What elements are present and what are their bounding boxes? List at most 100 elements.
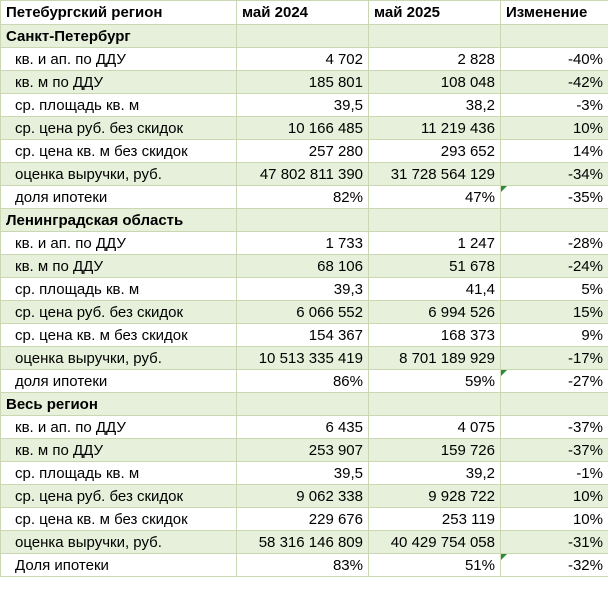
row-label: доля ипотеки xyxy=(0,185,237,209)
value-change: 14% xyxy=(500,139,608,163)
value-may-2025: 38,2 xyxy=(368,93,501,117)
table-row: кв. и ап. по ДДУ 4 702 2 828 -40% xyxy=(0,47,608,71)
value-may-2024: 257 280 xyxy=(236,139,369,163)
row-label: доля ипотеки xyxy=(0,369,237,393)
table-row: кв. и ап. по ДДУ 1 733 1 247 -28% xyxy=(0,231,608,255)
table-row: кв. и ап. по ДДУ 6 435 4 075 -37% xyxy=(0,415,608,439)
value-change: -28% xyxy=(500,231,608,255)
section-empty-cell xyxy=(500,392,608,416)
value-may-2024: 4 702 xyxy=(236,47,369,71)
section-header-row: Санкт-Петербург xyxy=(0,24,608,48)
table-row: ср. цена руб. без скидок 9 062 338 9 928 7… xyxy=(0,484,608,508)
value-may-2024: 9 062 338 xyxy=(236,484,369,508)
table-row: Доля ипотеки 83% 51% -32% xyxy=(0,553,608,577)
row-label: оценка выручки, руб. xyxy=(0,530,237,554)
section-title: Санкт-Петербург xyxy=(0,24,237,48)
value-change: 5% xyxy=(500,277,608,301)
value-may-2025: 40 429 754 058 xyxy=(368,530,501,554)
value-change: -34% xyxy=(500,162,608,186)
value-change: -42% xyxy=(500,70,608,94)
table-row: ср. площадь кв. м 39,3 41,4 5% xyxy=(0,277,608,301)
value-may-2025: 2 828 xyxy=(368,47,501,71)
value-may-2024: 6 435 xyxy=(236,415,369,439)
value-may-2025: 11 219 436 xyxy=(368,116,501,140)
row-label: кв. м по ДДУ xyxy=(0,70,237,94)
row-label: ср. цена кв. м без скидок xyxy=(0,139,237,163)
value-change: -24% xyxy=(500,254,608,278)
value-may-2025: 159 726 xyxy=(368,438,501,462)
row-label: кв. м по ДДУ xyxy=(0,254,237,278)
value-may-2025: 47% xyxy=(368,185,501,209)
table-row: кв. м по ДДУ 253 907 159 726 -37% xyxy=(0,438,608,462)
value-change: -31% xyxy=(500,530,608,554)
value-change: -40% xyxy=(500,47,608,71)
row-label: ср. площадь кв. м xyxy=(0,93,237,117)
value-may-2025: 51 678 xyxy=(368,254,501,278)
header-may-2025: май 2025 xyxy=(368,0,501,25)
row-label: кв. м по ДДУ xyxy=(0,438,237,462)
table-row: оценка выручки, руб. 10 513 335 419 8 701 … xyxy=(0,346,608,370)
value-change: -32% xyxy=(500,553,608,577)
value-change: -37% xyxy=(500,438,608,462)
value-may-2025: 293 652 xyxy=(368,139,501,163)
table-row: кв. м по ДДУ 68 106 51 678 -24% xyxy=(0,254,608,278)
section-empty-cell xyxy=(368,208,501,232)
data-table: Петебургский регион май 2024 май 2025 Из… xyxy=(0,0,608,577)
row-label: ср. цена руб. без скидок xyxy=(0,484,237,508)
value-change: -37% xyxy=(500,415,608,439)
value-change: 10% xyxy=(500,484,608,508)
row-label: ср. цена руб. без скидок xyxy=(0,116,237,140)
value-may-2025: 108 048 xyxy=(368,70,501,94)
value-may-2024: 58 316 146 809 xyxy=(236,530,369,554)
table-row: доля ипотеки 86% 59% -27% xyxy=(0,369,608,393)
value-may-2024: 229 676 xyxy=(236,507,369,531)
row-label: ср. площадь кв. м xyxy=(0,461,237,485)
table-row: ср. цена руб. без скидок 6 066 552 6 994 5… xyxy=(0,300,608,324)
value-may-2025: 39,2 xyxy=(368,461,501,485)
value-may-2025: 8 701 189 929 xyxy=(368,346,501,370)
value-change: 10% xyxy=(500,507,608,531)
value-may-2025: 51% xyxy=(368,553,501,577)
value-may-2024: 154 367 xyxy=(236,323,369,347)
row-label: оценка выручки, руб. xyxy=(0,162,237,186)
section-header-row: Весь регион xyxy=(0,392,608,416)
row-label: кв. и ап. по ДДУ xyxy=(0,231,237,255)
value-may-2025: 253 119 xyxy=(368,507,501,531)
value-change: -17% xyxy=(500,346,608,370)
value-may-2025: 41,4 xyxy=(368,277,501,301)
value-change: -3% xyxy=(500,93,608,117)
value-may-2025: 1 247 xyxy=(368,231,501,255)
header-may-2024: май 2024 xyxy=(236,0,369,25)
table-row: ср. цена кв. м без скидок 154 367 168 373 9… xyxy=(0,323,608,347)
section-empty-cell xyxy=(500,208,608,232)
section-empty-cell xyxy=(236,208,369,232)
value-change: -27% xyxy=(500,369,608,393)
value-change: -35% xyxy=(500,185,608,209)
table-row: кв. м по ДДУ 185 801 108 048 -42% xyxy=(0,70,608,94)
table-row: ср. площадь кв. м 39,5 38,2 -3% xyxy=(0,93,608,117)
section-empty-cell xyxy=(368,24,501,48)
value-change: -1% xyxy=(500,461,608,485)
value-may-2024: 83% xyxy=(236,553,369,577)
value-may-2024: 185 801 xyxy=(236,70,369,94)
section-header-row: Ленинградская область xyxy=(0,208,608,232)
header-region: Петебургский регион xyxy=(0,0,237,25)
value-may-2024: 47 802 811 390 xyxy=(236,162,369,186)
value-change: 10% xyxy=(500,116,608,140)
value-may-2024: 253 907 xyxy=(236,438,369,462)
value-may-2024: 39,5 xyxy=(236,461,369,485)
table-row: ср. площадь кв. м 39,5 39,2 -1% xyxy=(0,461,608,485)
value-may-2024: 39,5 xyxy=(236,93,369,117)
value-may-2024: 10 513 335 419 xyxy=(236,346,369,370)
value-may-2025: 6 994 526 xyxy=(368,300,501,324)
table-row: ср. цена руб. без скидок 10 166 485 11 219… xyxy=(0,116,608,140)
value-may-2025: 4 075 xyxy=(368,415,501,439)
table-row: ср. цена кв. м без скидок 257 280 293 652 1… xyxy=(0,139,608,163)
value-may-2025: 59% xyxy=(368,369,501,393)
value-may-2025: 168 373 xyxy=(368,323,501,347)
value-may-2025: 31 728 564 129 xyxy=(368,162,501,186)
section-empty-cell xyxy=(236,24,369,48)
value-change: 9% xyxy=(500,323,608,347)
value-may-2024: 39,3 xyxy=(236,277,369,301)
header-change: Изменение xyxy=(500,0,608,25)
